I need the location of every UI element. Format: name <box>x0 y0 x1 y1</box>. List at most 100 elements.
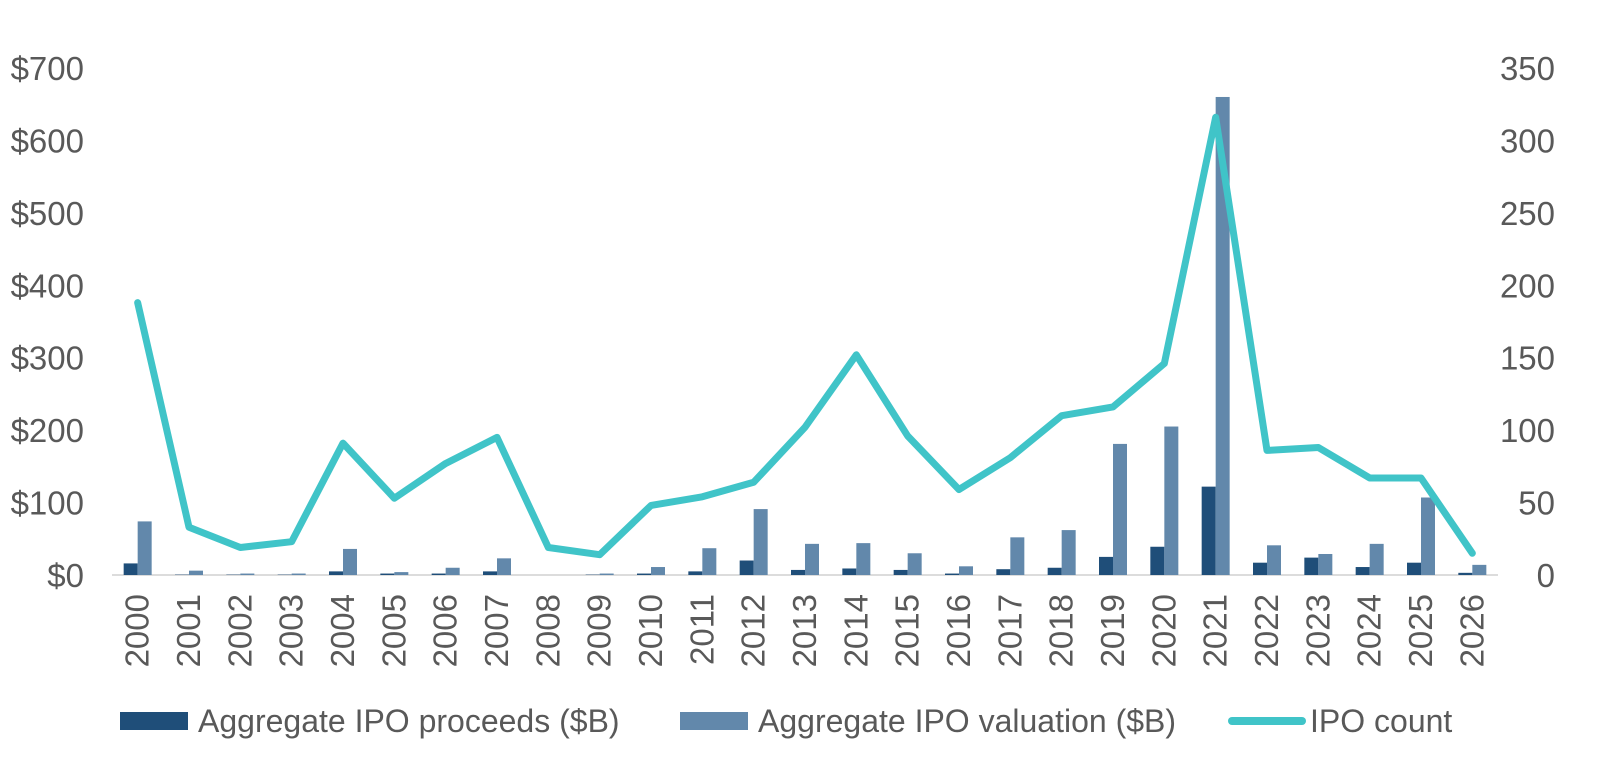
legend: Aggregate IPO proceeds ($B) Aggregate IPO… <box>120 703 1452 739</box>
left-tick-label: $0 <box>47 557 84 594</box>
left-tick-label: $100 <box>11 485 84 522</box>
bar-proceeds-2012 <box>739 560 754 575</box>
bar-valuation-2001 <box>189 570 203 575</box>
x-tick-label: 2012 <box>735 594 772 667</box>
legend-swatch <box>120 712 188 730</box>
ipo-count-point-2011 <box>701 496 703 498</box>
ipo-count-line-group <box>134 113 1476 559</box>
ipo-count-point-2002 <box>239 546 241 548</box>
bar-valuation-2019 <box>1113 443 1127 575</box>
bar-valuation-2026 <box>1472 564 1487 575</box>
legend-label: Aggregate IPO proceeds ($B) <box>198 703 620 739</box>
x-tick-label: 2005 <box>375 594 412 667</box>
ipo-count-point-2001 <box>188 526 190 528</box>
bar-proceeds-2000 <box>123 563 138 575</box>
x-tick-label: 2002 <box>221 594 258 667</box>
ipo-count-point-2019 <box>1112 406 1114 408</box>
bar-proceeds-2016 <box>945 573 959 575</box>
bar-valuation-2015 <box>907 553 922 575</box>
bar-valuation-2021 <box>1215 96 1230 575</box>
left-tick-label: $700 <box>11 50 84 87</box>
x-tick-label: 2021 <box>1197 594 1234 667</box>
bar-valuation-2005 <box>394 572 409 575</box>
left-tick-label: $600 <box>11 122 84 159</box>
ipo-count-point-2010 <box>650 504 652 506</box>
bar-valuation-2000 <box>137 521 152 575</box>
ipo-count-point-2015 <box>907 435 909 437</box>
bar-valuation-2011 <box>702 548 717 575</box>
bar-valuation-2016 <box>959 566 973 575</box>
ipo-count-point-2012 <box>753 481 755 483</box>
bar-valuation-2022 <box>1267 545 1281 575</box>
bar-series-0 <box>123 486 1473 575</box>
right-tick-label: 0 <box>1537 557 1555 594</box>
bar-proceeds-2007 <box>483 571 497 575</box>
left-tick-label: $200 <box>11 412 84 449</box>
bar-proceeds-2010 <box>637 573 651 575</box>
bar-valuation-2024 <box>1369 543 1384 575</box>
x-tick-label: 2026 <box>1453 594 1490 667</box>
x-tick-label: 2004 <box>324 594 361 667</box>
bar-valuation-2004 <box>343 548 357 575</box>
right-tick-label: 100 <box>1500 412 1555 449</box>
ipo-count-point-2000 <box>137 302 139 304</box>
ipo-count-point-2022 <box>1266 449 1268 451</box>
legend-item-0: Aggregate IPO proceeds ($B) <box>120 703 620 739</box>
bar-proceeds-2024 <box>1355 567 1370 575</box>
x-tick-label: 2017 <box>991 594 1028 667</box>
ipo-count-point-2025 <box>1420 477 1422 479</box>
x-tick-label: 2006 <box>427 594 464 667</box>
ipo-count-point-2013 <box>804 426 806 428</box>
right-tick-label: 350 <box>1500 50 1555 87</box>
x-tick-label: 2024 <box>1351 594 1388 667</box>
ipo-count-point-2021 <box>1215 116 1217 118</box>
ipo-count-point-2024 <box>1369 477 1371 479</box>
bars-group <box>123 96 1487 575</box>
bar-valuation-2009 <box>599 573 614 575</box>
legend-swatch <box>680 712 748 730</box>
bar-proceeds-2023 <box>1304 557 1319 575</box>
ipo-count-point-2023 <box>1317 447 1319 449</box>
x-tick-label: 2018 <box>1043 594 1080 667</box>
x-tick-label: 2009 <box>581 594 618 667</box>
x-tick-label: 2015 <box>889 594 926 667</box>
ipo-count-point-2003 <box>291 541 293 543</box>
right-tick-label: 150 <box>1500 340 1555 377</box>
bar-valuation-2014 <box>856 543 871 575</box>
right-tick-label: 50 <box>1518 485 1555 522</box>
bar-valuation-2013 <box>805 543 819 575</box>
bar-proceeds-2004 <box>329 571 343 575</box>
ipo-count-point-2016 <box>958 489 960 491</box>
right-tick-label: 200 <box>1500 267 1555 304</box>
ipo-count-point-2009 <box>599 554 601 556</box>
bar-proceeds-2006 <box>431 573 446 575</box>
legend-item-2: IPO count <box>1228 703 1452 739</box>
ipo-count-point-2017 <box>1009 457 1011 459</box>
x-tick-label: 2022 <box>1248 594 1285 667</box>
bar-proceeds-2015 <box>893 569 908 575</box>
bar-proceeds-2021 <box>1201 486 1216 575</box>
bar-proceeds-2013 <box>791 569 805 575</box>
bar-proceeds-2026 <box>1458 572 1473 575</box>
bar-valuation-2007 <box>497 558 511 575</box>
bar-proceeds-2014 <box>842 568 857 575</box>
x-tick-label: 2013 <box>786 594 823 667</box>
x-tick-label: 2003 <box>273 594 310 667</box>
x-axis-ticks: 2000 2001 2002 2003 2004 2005 2006 2007 2008 2009… <box>119 594 1491 667</box>
x-tick-label: 2019 <box>1094 594 1131 667</box>
bar-proceeds-2011 <box>688 571 703 575</box>
ipo-count-point-2020 <box>1163 363 1165 365</box>
x-tick-label: 2007 <box>478 594 515 667</box>
x-tick-label: 2000 <box>119 594 156 667</box>
legend-label: IPO count <box>1310 703 1452 739</box>
bar-valuation-2023 <box>1318 553 1333 575</box>
left-axis-ticks: $0 $100 $200 $300 $400 $500 $600 $700 <box>11 50 84 594</box>
x-tick-label: 2016 <box>940 594 977 667</box>
bar-proceeds-2022 <box>1253 562 1267 575</box>
ipo-count-point-2005 <box>393 497 395 499</box>
left-tick-label: $500 <box>11 195 84 232</box>
bar-valuation-2012 <box>753 509 768 575</box>
ipo-count-point-2004 <box>342 442 344 444</box>
bar-proceeds-2005 <box>380 573 395 575</box>
